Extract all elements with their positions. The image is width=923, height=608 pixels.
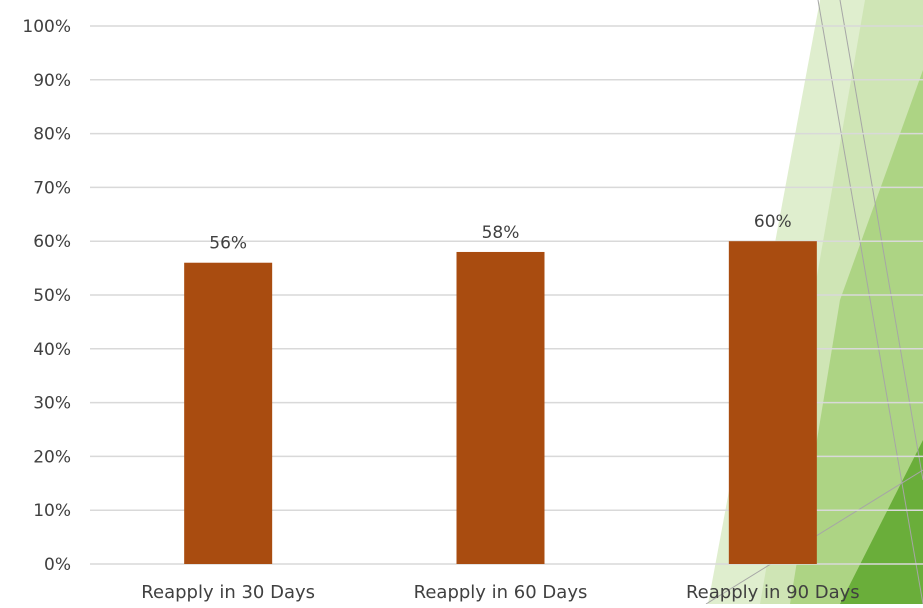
bar [728,241,817,564]
y-tick-label: 80% [33,125,71,145]
y-tick-label: 100% [22,17,71,37]
bar [184,262,273,564]
x-tick-label: Reapply in 60 Days [414,582,588,603]
y-tick-label: 40% [33,340,71,360]
y-tick-label: 60% [33,232,71,252]
bar [456,251,545,564]
data-label: 58% [482,223,520,243]
y-tick-label: 0% [44,555,71,575]
x-tick-label: Reapply in 90 Days [686,582,860,603]
data-labels: 56% 58% 60% [209,212,791,254]
x-axis: Reapply in 30 Days Reapply in 60 Days Reap… [141,582,859,603]
y-axis: 0% 10% 20% 30% 40% 50% 60% 70% 80% 90% 100% [22,17,71,575]
decor-dark-triangle [840,440,923,604]
bars [184,241,817,564]
data-label: 56% [209,234,247,254]
y-tick-label: 30% [33,394,71,414]
y-tick-label: 10% [33,501,71,521]
y-tick-label: 70% [33,178,71,198]
x-tick-label: Reapply in 30 Days [141,582,315,603]
data-label: 60% [754,212,792,232]
y-tick-label: 90% [33,71,71,91]
decor-mid-band [790,70,923,604]
y-tick-label: 20% [33,447,71,467]
decor-line-1 [817,0,923,605]
y-tick-label: 50% [33,286,71,306]
